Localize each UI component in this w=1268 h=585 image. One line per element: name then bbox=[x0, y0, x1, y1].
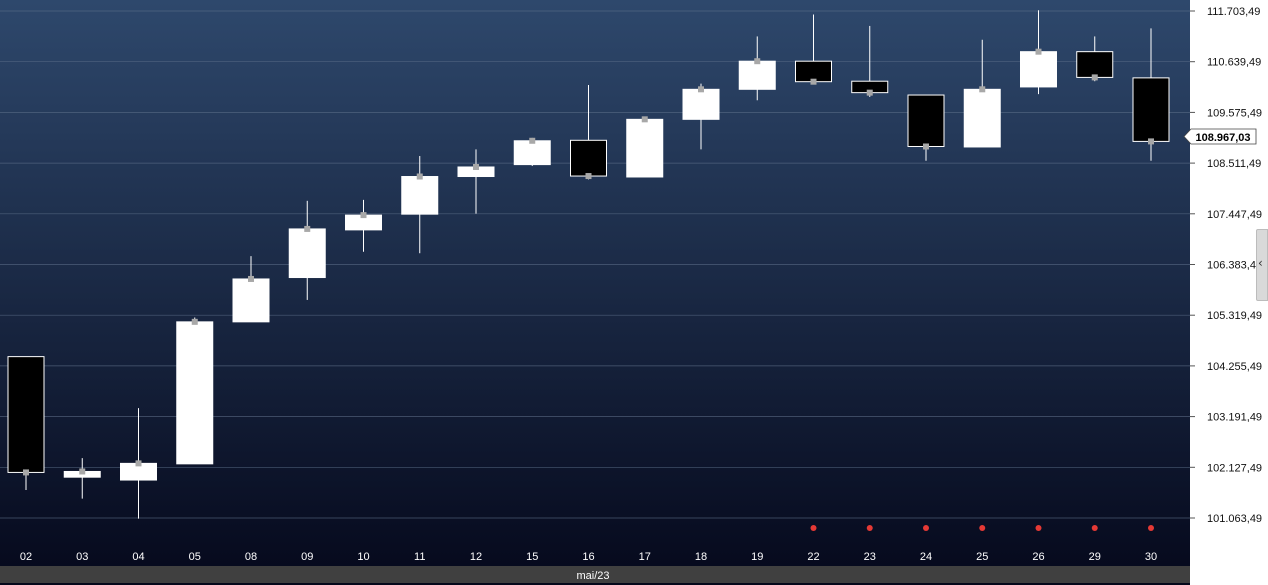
price-tick-label: 107.447,49 bbox=[1207, 209, 1262, 221]
close-marker bbox=[135, 460, 142, 467]
date-tick-label: 24 bbox=[920, 551, 932, 563]
price-tick-label: 105.319,49 bbox=[1207, 310, 1262, 322]
date-tick-label: 05 bbox=[189, 551, 201, 563]
date-tick-label: 22 bbox=[807, 551, 819, 563]
candle-body bbox=[288, 228, 326, 279]
price-tick-label: 104.255,49 bbox=[1207, 361, 1262, 373]
date-tick-label: 30 bbox=[1145, 551, 1157, 563]
date-tick-label: 25 bbox=[976, 551, 988, 563]
date-tick-label: 03 bbox=[76, 551, 88, 563]
candle-body bbox=[795, 60, 832, 83]
close-marker bbox=[360, 212, 367, 219]
date-tick-label: 16 bbox=[582, 551, 594, 563]
date-tick-label: 26 bbox=[1032, 551, 1044, 563]
close-marker bbox=[866, 89, 873, 96]
close-marker bbox=[23, 469, 29, 476]
close-marker bbox=[1148, 138, 1154, 145]
close-marker bbox=[585, 173, 592, 180]
date-tick-label: 15 bbox=[526, 551, 538, 563]
signal-dot bbox=[1035, 525, 1042, 531]
date-tick-label: 23 bbox=[864, 551, 876, 563]
price-tick-label: 102.127,49 bbox=[1207, 462, 1262, 474]
date-tick-label: 02 bbox=[20, 551, 32, 563]
close-marker bbox=[529, 137, 536, 144]
candle-body bbox=[907, 94, 945, 147]
close-marker bbox=[698, 86, 704, 93]
signal-dot bbox=[866, 525, 873, 531]
month-axis-strip bbox=[0, 566, 1190, 583]
date-tick-label: 10 bbox=[357, 551, 369, 563]
date-tick-label: 19 bbox=[751, 551, 763, 563]
close-marker bbox=[1091, 74, 1098, 81]
close-marker bbox=[304, 225, 311, 232]
signal-dot bbox=[979, 525, 986, 531]
candle-body bbox=[401, 176, 439, 215]
close-marker bbox=[754, 58, 761, 65]
price-axis-background bbox=[1190, 0, 1256, 585]
candle-body bbox=[963, 88, 1001, 148]
signal-dot bbox=[810, 525, 817, 531]
close-marker bbox=[923, 143, 929, 150]
date-tick-label: 17 bbox=[639, 551, 651, 563]
candle-body bbox=[232, 278, 270, 323]
price-tick-label: 103.191,49 bbox=[1207, 412, 1262, 424]
last-price-tag: 108.967,03 bbox=[1183, 128, 1257, 145]
price-tick-label: 106.383,49 bbox=[1207, 260, 1262, 272]
chevron-left-icon: ‹ bbox=[1258, 256, 1263, 270]
price-tick-label: 108.511,49 bbox=[1207, 158, 1261, 170]
close-marker bbox=[810, 78, 817, 85]
close-marker bbox=[191, 318, 198, 325]
last-price-label: 108.967,03 bbox=[1195, 132, 1250, 144]
close-marker bbox=[473, 163, 479, 170]
candles bbox=[7, 10, 1170, 519]
gridlines bbox=[0, 10, 1190, 519]
candle-body bbox=[1076, 51, 1114, 78]
candle-body bbox=[1132, 77, 1170, 142]
candle-body bbox=[1020, 51, 1057, 88]
date-tick-label: 29 bbox=[1089, 551, 1101, 563]
price-tick-label: 111.703,49 bbox=[1207, 6, 1260, 18]
close-marker bbox=[979, 86, 986, 93]
signal-dot bbox=[923, 525, 929, 531]
close-marker bbox=[416, 173, 423, 180]
date-tick-label: 12 bbox=[470, 551, 482, 563]
candle-body bbox=[513, 140, 551, 166]
close-marker bbox=[79, 468, 86, 475]
close-marker bbox=[1035, 48, 1042, 55]
plot-background bbox=[0, 0, 1190, 585]
price-tick-label: 110.639,49 bbox=[1207, 57, 1261, 69]
side-panel-toggle[interactable]: ‹ bbox=[1256, 229, 1268, 301]
price-tick-label: 101.063,49 bbox=[1207, 513, 1262, 525]
signal-dot bbox=[1148, 525, 1154, 531]
date-tick-label: 09 bbox=[301, 551, 313, 563]
date-tick-label: 04 bbox=[132, 551, 144, 563]
date-tick-label: 08 bbox=[245, 551, 257, 563]
candle-body bbox=[738, 60, 776, 90]
candle-body bbox=[176, 321, 214, 465]
candle-body bbox=[626, 118, 664, 178]
signal-dot bbox=[1091, 525, 1098, 531]
date-axis: 02 03 04 05 08 09 10 11 12 15 16 17 18 19 22 23 24 25 26 29… bbox=[20, 551, 1157, 563]
date-tick-label: 11 bbox=[414, 551, 425, 563]
date-tick-label: 18 bbox=[695, 551, 707, 563]
close-marker bbox=[641, 116, 648, 123]
price-tick-label: 109.575,49 bbox=[1207, 107, 1262, 119]
candle-body bbox=[570, 139, 607, 177]
month-label: mai/23 bbox=[576, 570, 609, 582]
signal-markers bbox=[810, 525, 1154, 531]
price-axis: 111.703,49 110.639,49 109.575,49 108.511,49… bbox=[1190, 6, 1262, 525]
candle-body bbox=[682, 88, 720, 120]
candle-body bbox=[7, 356, 45, 473]
close-marker bbox=[248, 275, 254, 282]
